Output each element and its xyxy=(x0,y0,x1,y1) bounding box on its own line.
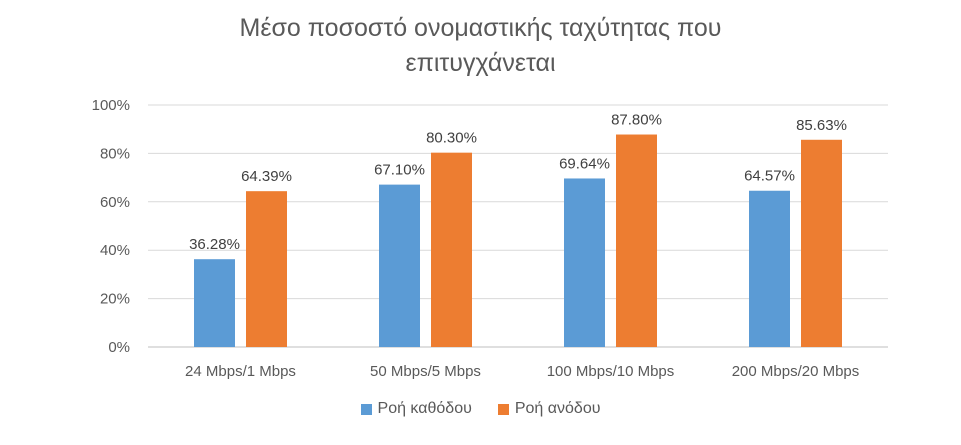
y-tick-label-0: 0% xyxy=(108,339,130,356)
bar-s2-c1 xyxy=(246,191,287,347)
bar-s2-c3 xyxy=(616,134,657,347)
bar-s1-c1 xyxy=(194,259,235,347)
data-label-s1-c3: 69.64% xyxy=(559,155,610,172)
data-label-s2-c2: 80.30% xyxy=(426,130,477,147)
legend-swatch-series-1 xyxy=(360,403,372,415)
y-tick-label-3: 60% xyxy=(100,194,130,211)
legend-swatch-series-2 xyxy=(497,403,509,415)
bar-s2-c2 xyxy=(431,152,472,347)
x-tick-label-4: 200 Mbps/20 Mbps xyxy=(732,363,860,380)
data-label-s1-c1: 36.28% xyxy=(189,236,240,253)
legend-label-series-2: Ροή ανόδου xyxy=(514,400,601,417)
y-tick-label-5: 100% xyxy=(92,97,130,114)
legend-label-series-1: Ροή καθόδου xyxy=(377,400,472,417)
bar-s1-c2 xyxy=(379,184,420,347)
data-label-s1-c4: 64.57% xyxy=(744,168,795,185)
x-tick-label-3: 100 Mbps/10 Mbps xyxy=(547,363,675,380)
data-label-s2-c4: 85.63% xyxy=(796,117,847,134)
legend-item-series-2: Ροή ανόδου xyxy=(497,400,601,418)
chart-legend: Ροή καθόδου Ροή ανόδου xyxy=(0,400,961,418)
x-tick-label-2: 50 Mbps/5 Mbps xyxy=(370,363,481,380)
bar-s1-c4 xyxy=(749,190,790,347)
chart-title-line-2: επιτυγχάνεται xyxy=(405,49,556,77)
y-tick-label-2: 40% xyxy=(100,242,130,259)
bar-s1-c3 xyxy=(564,178,605,347)
x-tick-label-1: 24 Mbps/1 Mbps xyxy=(185,363,296,380)
y-tick-label-4: 80% xyxy=(100,145,130,162)
legend-item-series-1: Ροή καθόδου xyxy=(360,400,472,418)
y-tick-label-1: 20% xyxy=(100,291,130,308)
data-label-s2-c3: 87.80% xyxy=(611,112,662,129)
chart-title-line-1: Μέσο ποσοστό ονομαστικής ταχύτητας που xyxy=(239,14,722,42)
data-label-s2-c1: 64.39% xyxy=(241,168,292,185)
bar-s2-c4 xyxy=(801,139,842,347)
data-label-s1-c2: 67.10% xyxy=(374,162,425,179)
